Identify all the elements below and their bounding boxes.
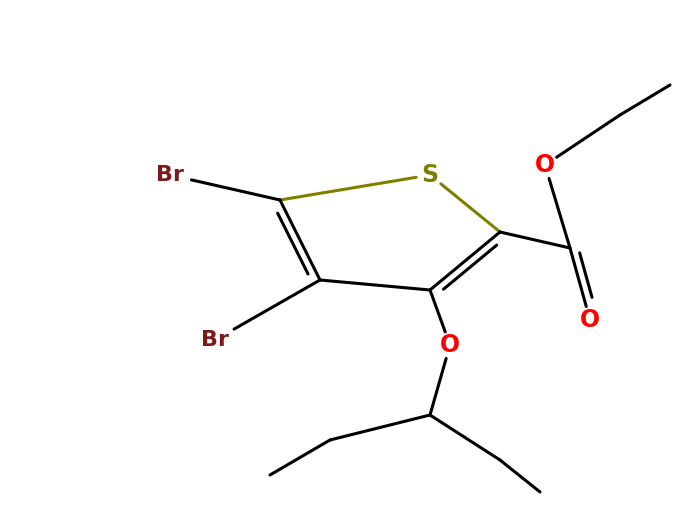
Text: S: S: [422, 163, 438, 187]
Text: O: O: [535, 153, 555, 177]
Text: O: O: [440, 333, 460, 357]
Text: Br: Br: [201, 330, 229, 350]
Text: Br: Br: [156, 165, 184, 185]
Text: O: O: [580, 308, 600, 332]
